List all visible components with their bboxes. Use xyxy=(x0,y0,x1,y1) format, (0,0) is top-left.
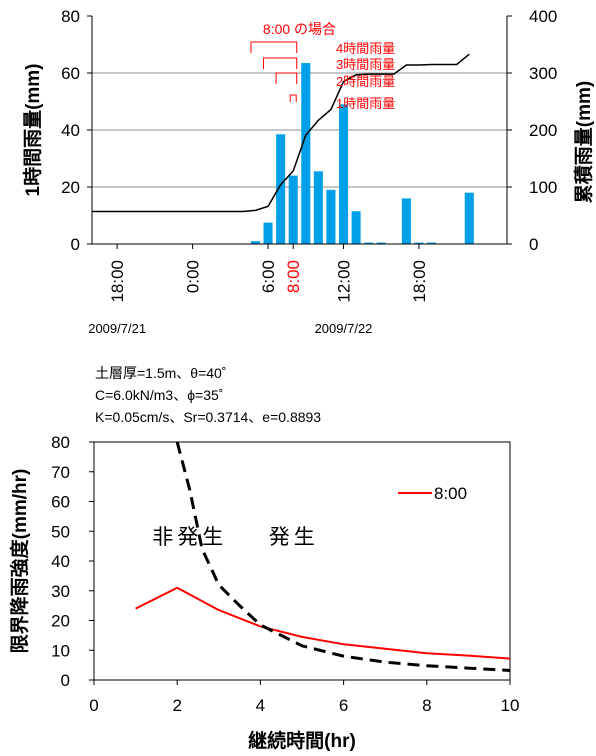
time-tick-label: 0:00 xyxy=(184,260,203,293)
right-tick-label: 400 xyxy=(529,7,557,26)
rainfall-bar xyxy=(301,63,311,245)
time-tick-label: 6:00 xyxy=(259,260,278,293)
y-tick-label: 0 xyxy=(61,671,70,690)
rainfall-bar xyxy=(401,198,411,244)
region-label: 発生 xyxy=(269,526,319,549)
x-tick-label: 0 xyxy=(89,696,98,715)
right-tick-label: 100 xyxy=(529,178,557,197)
annotation-label: 4時間雨量 xyxy=(336,41,395,56)
condition-line-2: C=6.0kN/m3、ϕ=35˚ xyxy=(95,387,224,403)
left-axis-title: 1時間雨量(mm) xyxy=(22,63,44,196)
condition-line-1: 土層厚=1.5m、θ=40˚ xyxy=(95,365,227,381)
time-tick-label: 18:00 xyxy=(410,260,429,303)
region-label: 非発生 xyxy=(152,526,227,549)
right-tick-label: 300 xyxy=(529,64,557,83)
y-tick-label: 40 xyxy=(51,552,70,571)
y-tick-label: 20 xyxy=(51,612,70,631)
time-tick-label: 12:00 xyxy=(335,260,354,303)
rainfall-bar xyxy=(351,211,361,244)
annotation-bracket xyxy=(275,72,298,84)
conditions-block: 土層厚=1.5m、θ=40˚ C=6.0kN/m3、ϕ=35˚ K=0.05cm… xyxy=(95,362,321,428)
annotation-label: 2時間雨量 xyxy=(336,74,395,89)
y-tick-label: 80 xyxy=(51,433,70,452)
x-axis-title: 継続時間(hr) xyxy=(248,729,356,752)
rainfall-bar xyxy=(288,175,298,244)
x-tick-label: 6 xyxy=(339,696,348,715)
left-tick-label: 0 xyxy=(71,235,80,254)
left-tick-label: 20 xyxy=(61,178,80,197)
left-tick-label: 40 xyxy=(61,121,80,140)
date-label: 2009/7/21 xyxy=(88,321,146,336)
rainfall-bar xyxy=(364,242,374,244)
date-label: 2009/7/22 xyxy=(315,321,373,336)
rainfall-bar xyxy=(376,242,386,244)
rainfall-bar xyxy=(464,192,474,244)
time-tick-label: 8:00 xyxy=(284,260,303,293)
left-tick-label: 80 xyxy=(61,7,80,26)
y-tick-label: 50 xyxy=(51,522,70,541)
annotation-bracket xyxy=(263,57,298,69)
annotation-bracket xyxy=(289,94,297,102)
annotation-title: 8:00 の場合 xyxy=(263,21,336,37)
legend-label: 8:00 xyxy=(434,484,467,503)
x-tick-label: 8 xyxy=(422,696,431,715)
annotation-label: 3時間雨量 xyxy=(336,57,395,72)
rainfall-bar xyxy=(263,222,273,244)
y-tick-label: 70 xyxy=(51,463,70,482)
y-tick-label: 30 xyxy=(51,582,70,601)
rainfall-chart: 0 20 40 60 80 0 100 200 300 400 18:00 0:00 6:00 8:00 1… xyxy=(22,7,595,336)
x-tick-label: 4 xyxy=(256,696,265,715)
cumulative-rainfall-line xyxy=(92,53,470,213)
threshold-curve xyxy=(175,442,510,672)
condition-line-3: K=0.05cm/s、Sr=0.3714、e=0.8893 xyxy=(95,409,322,425)
critical-intensity-chart: 0 10 20 30 40 50 60 70 80 0 2 4 6 8 10 8:00 非発生 発生継続時間(hr… xyxy=(8,433,520,752)
rainfall-bar xyxy=(313,171,323,244)
x-tick-label: 10 xyxy=(501,696,520,715)
series-line xyxy=(135,586,510,660)
time-tick-label: 18:00 xyxy=(108,260,127,303)
right-tick-label: 200 xyxy=(529,121,557,140)
annotation-label: 1時間雨量 xyxy=(336,96,395,111)
left-tick-label: 60 xyxy=(61,64,80,83)
right-tick-label: 0 xyxy=(529,235,538,254)
annotation-bracket xyxy=(250,41,298,53)
rainfall-bar xyxy=(414,242,424,244)
rainfall-bar xyxy=(427,242,437,244)
y-tick-label: 60 xyxy=(51,493,70,512)
y-axis-title: 限界降雨強度(mm/hr) xyxy=(8,469,31,654)
rainfall-bar xyxy=(250,241,261,244)
rainfall-bar xyxy=(276,134,286,244)
right-axis-title: 累積雨量(mm) xyxy=(572,81,595,203)
rainfall-bar xyxy=(338,104,349,244)
rainfall-bar xyxy=(326,189,336,244)
x-tick-label: 2 xyxy=(172,696,181,715)
y-tick-label: 10 xyxy=(51,641,70,660)
